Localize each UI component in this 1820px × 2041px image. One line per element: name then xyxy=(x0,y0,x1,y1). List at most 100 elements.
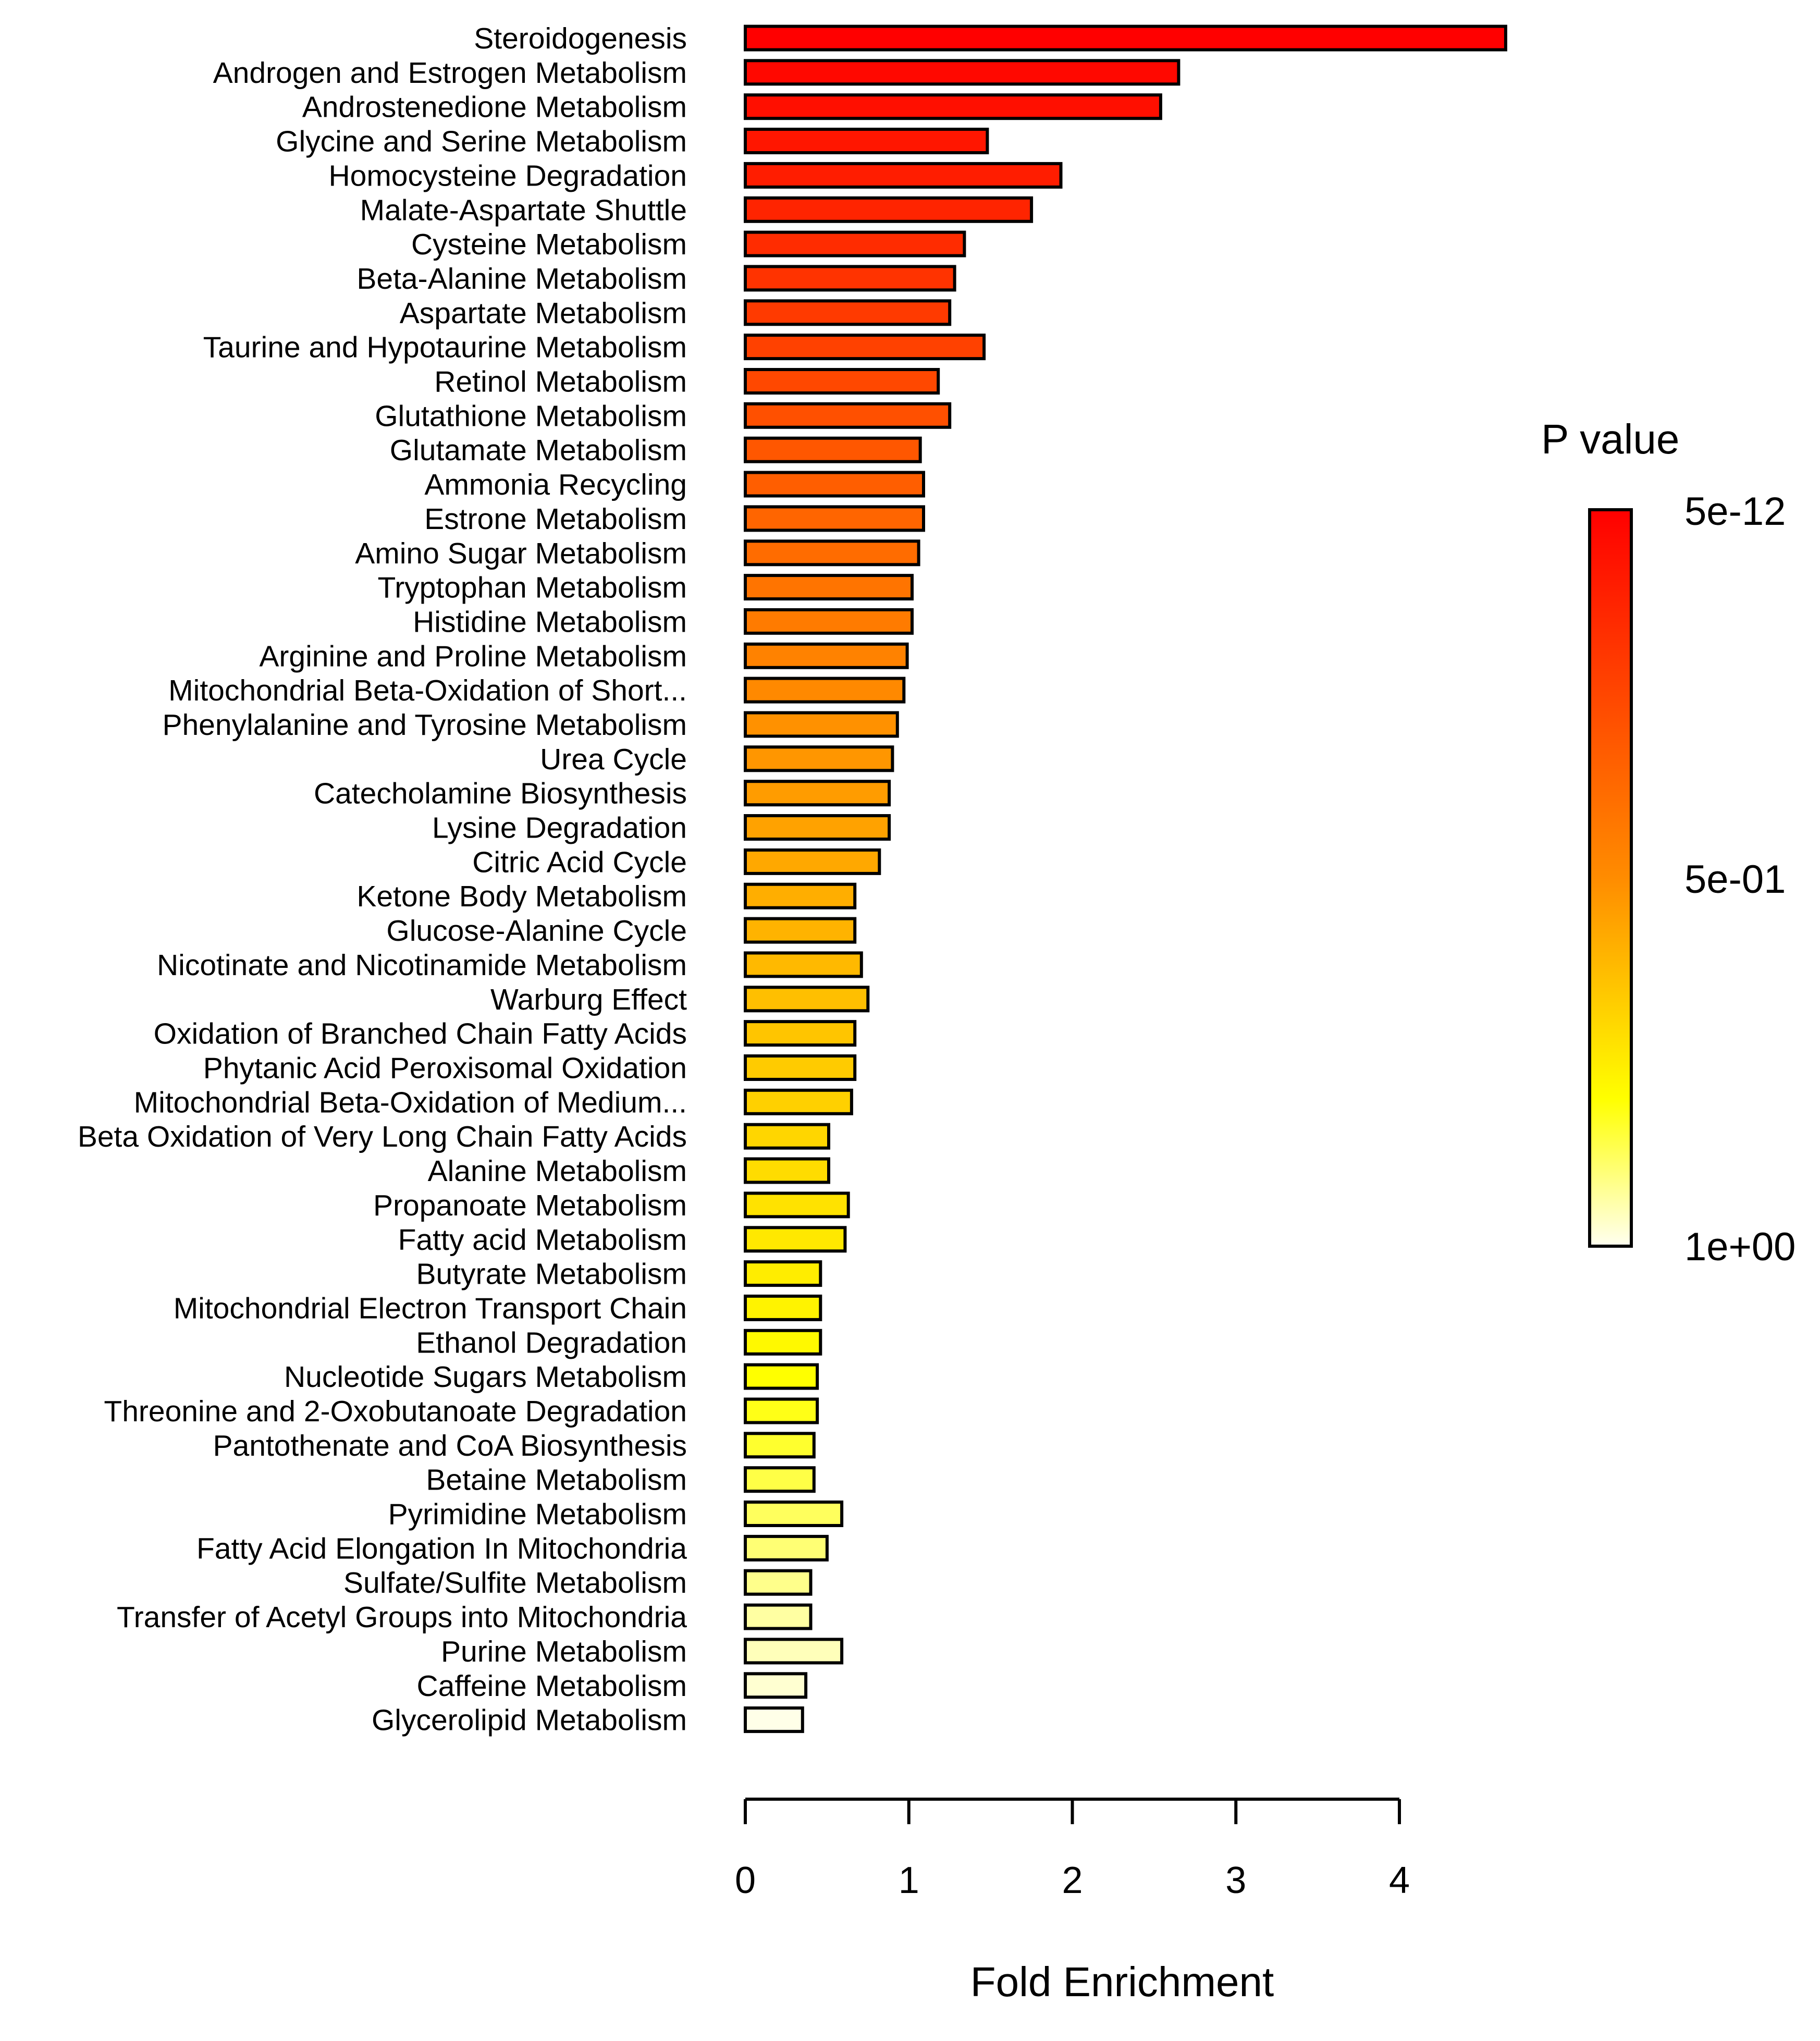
category-label: Glutamate Metabolism xyxy=(390,434,687,467)
category-label: Betaine Metabolism xyxy=(426,1464,687,1497)
bar xyxy=(744,951,863,978)
bar xyxy=(744,1569,813,1596)
bar xyxy=(744,196,1034,223)
category-label: Beta-Alanine Metabolism xyxy=(356,262,687,296)
bar xyxy=(744,1260,822,1287)
category-label: Arginine and Proline Metabolism xyxy=(259,640,687,673)
bar xyxy=(744,745,894,772)
category-label: Transfer of Acetyl Groups into Mitochond… xyxy=(117,1601,687,1634)
category-label: Threonine and 2-Oxobutanoate Degradation xyxy=(104,1395,687,1428)
bar xyxy=(744,677,906,704)
category-label: Propanoate Metabolism xyxy=(373,1189,687,1222)
bar xyxy=(744,882,857,909)
bar xyxy=(744,368,940,395)
bar xyxy=(744,128,989,154)
category-label: Fatty Acid Elongation In Mitochondria xyxy=(196,1532,687,1565)
bar xyxy=(744,265,956,292)
category-label: Nicotinate and Nicotinamide Metabolism xyxy=(157,949,687,982)
bar xyxy=(744,814,891,841)
category-label: Mitochondrial Beta-Oxidation of Medium..… xyxy=(134,1086,687,1119)
x-tick-label: 3 xyxy=(1225,1860,1246,1901)
x-tick-label: 4 xyxy=(1389,1860,1410,1901)
category-label: Retinol Metabolism xyxy=(434,365,687,399)
legend-label-bottom: 1e+00 xyxy=(1684,1225,1796,1269)
bar xyxy=(744,471,925,498)
bar xyxy=(744,1706,804,1733)
x-axis-title: Fold Enrichment xyxy=(970,1959,1274,2005)
legend-label-top: 5e-12 xyxy=(1684,489,1786,534)
category-label: Histidine Metabolism xyxy=(413,605,687,638)
bar xyxy=(744,848,881,875)
category-label: Urea Cycle xyxy=(540,743,687,776)
legend-title: P value xyxy=(1541,416,1679,462)
category-label: Mitochondrial Electron Transport Chain xyxy=(174,1292,687,1325)
category-label: Oxidation of Branched Chain Fatty Acids xyxy=(154,1017,687,1051)
category-label: Nucleotide Sugars Metabolism xyxy=(284,1360,687,1394)
category-label: Steroidogenesis xyxy=(474,22,687,55)
bar xyxy=(744,1088,853,1115)
bar xyxy=(744,436,922,463)
category-label: Beta Oxidation of Very Long Chain Fatty … xyxy=(78,1120,687,1153)
category-label: Pyrimidine Metabolism xyxy=(388,1498,687,1531)
category-label: Glycerolipid Metabolism xyxy=(372,1704,687,1737)
bar xyxy=(744,1329,822,1356)
x-tick-label: 2 xyxy=(1062,1860,1083,1901)
category-label: Caffeine Metabolism xyxy=(416,1669,687,1703)
category-label: Purine Metabolism xyxy=(441,1635,687,1668)
bar xyxy=(744,505,925,532)
category-label: Catecholamine Biosynthesis xyxy=(314,777,687,810)
bar xyxy=(744,1672,808,1699)
category-label: Ammonia Recycling xyxy=(424,468,687,501)
category-label: Tryptophan Metabolism xyxy=(378,571,687,605)
bar xyxy=(744,1466,816,1493)
bar xyxy=(744,1020,857,1047)
bar xyxy=(744,711,899,738)
legend-color-bar xyxy=(1588,508,1633,1248)
bar xyxy=(744,1157,830,1184)
category-label: Butyrate Metabolism xyxy=(416,1258,687,1291)
bar xyxy=(744,1638,844,1665)
category-label: Malate-Aspartate Shuttle xyxy=(360,193,687,227)
category-label: Lysine Degradation xyxy=(432,812,687,845)
category-label: Mitochondrial Beta-Oxidation of Short... xyxy=(168,674,687,707)
category-label: Estrone Metabolism xyxy=(424,502,687,536)
x-tick-label: 1 xyxy=(899,1860,919,1901)
category-label: Glutathione Metabolism xyxy=(375,399,687,433)
category-label: Citric Acid Cycle xyxy=(472,845,687,879)
bar xyxy=(744,59,1180,86)
bar xyxy=(744,402,952,429)
category-label: Amino Sugar Metabolism xyxy=(355,537,687,570)
bar xyxy=(744,334,986,361)
category-label: Ketone Body Metabolism xyxy=(356,880,687,913)
bar xyxy=(744,780,891,807)
bar xyxy=(744,1397,819,1424)
x-ticks: 0 1 2 3 4 xyxy=(735,1799,1410,1901)
category-label: Glucose-Alanine Cycle xyxy=(386,914,687,948)
category-label: Ethanol Degradation xyxy=(416,1326,687,1359)
bar xyxy=(744,1363,819,1390)
bar xyxy=(744,93,1162,120)
bar xyxy=(744,642,909,669)
category-label: Alanine Metabolism xyxy=(428,1154,687,1188)
bar xyxy=(744,1123,830,1150)
category-label: Phytanic Acid Peroxisomal Oxidation xyxy=(203,1052,687,1085)
bars xyxy=(744,24,1507,1733)
category-label: Fatty acid Metabolism xyxy=(398,1223,687,1257)
category-label: Glycine and Serine Metabolism xyxy=(276,125,687,158)
bar xyxy=(744,24,1507,52)
bar xyxy=(744,1191,850,1219)
category-label: Cysteine Metabolism xyxy=(411,228,687,261)
bar xyxy=(744,608,914,635)
category-label: Pantothenate and CoA Biosynthesis xyxy=(213,1429,687,1462)
category-label: Sulfate/Sulfite Metabolism xyxy=(343,1566,687,1600)
x-tick-label: 0 xyxy=(735,1860,756,1901)
bar xyxy=(744,1501,844,1527)
bar xyxy=(744,1294,822,1321)
bar xyxy=(744,299,952,326)
bar xyxy=(744,1226,847,1253)
category-label: Androstenedione Metabolism xyxy=(302,91,687,124)
category-label: Phenylalanine and Tyrosine Metabolism xyxy=(162,708,687,742)
legend-label-middle: 5e-01 xyxy=(1684,857,1786,902)
